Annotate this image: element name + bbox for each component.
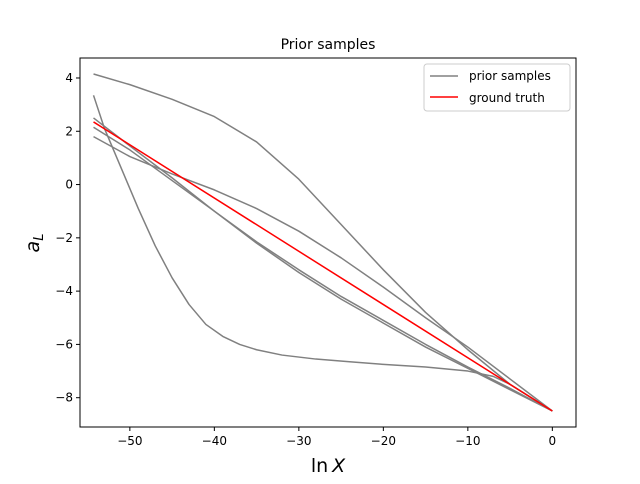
prior-sample-line-2 [92,95,553,412]
chart-title: Prior samples [281,37,376,53]
y-tick-label: −2 [55,231,73,245]
x-tick-label: −30 [286,434,311,448]
x-ticks: −50 −40 −30 −20 −10 0 [117,427,556,448]
y-tick-label: −8 [55,391,73,405]
legend-label-prior: prior samples [469,69,551,83]
x-tick-label: −40 [202,434,227,448]
x-tick-label: −20 [371,434,396,448]
x-tick-label: −50 [117,434,142,448]
y-ticks: −8 −6 −4 −2 0 2 4 [55,71,80,405]
y-axis-label: aL [22,234,47,253]
ground-truth-line [93,121,553,412]
x-tick-label: −10 [455,434,480,448]
y-axis-label-sub: L [32,234,47,241]
x-axis-label: ln X [311,455,346,477]
prior-sample-line-1 [93,73,553,412]
plot-lines [92,73,553,412]
y-tick-label: 4 [65,71,73,85]
prior-sample-line-4 [93,126,553,412]
legend: prior samples ground truth [423,63,571,112]
y-tick-label: −6 [55,337,73,351]
x-tick-label: 0 [549,434,557,448]
y-tick-label: −4 [55,284,73,298]
x-axis-label-var: X [331,455,346,477]
y-axis-label-base: a [22,241,44,253]
plot-frame [79,57,577,428]
y-tick-label: 0 [65,178,73,192]
legend-label-truth: ground truth [469,91,545,105]
prior-sample-line-3 [93,117,553,412]
legend-frame [423,63,571,112]
prior-sample-line-5 [93,135,553,412]
y-tick-label: 2 [65,124,73,138]
x-axis-label-func: ln [311,455,328,477]
